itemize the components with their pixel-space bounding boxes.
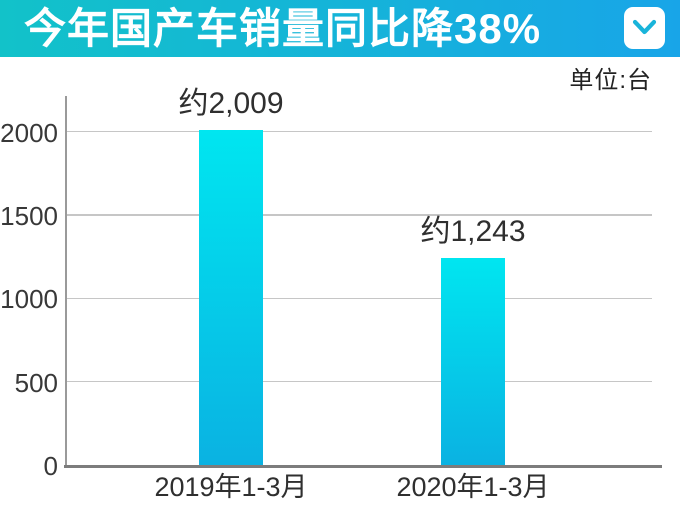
x-category-label-2020: 2020年1-3月	[396, 472, 550, 502]
bar-value-label-2020: 约1,243	[420, 215, 526, 248]
gridline-500	[67, 380, 652, 383]
y-tick-label-500: 500	[14, 367, 58, 398]
y-tick-label-1000: 1000	[0, 284, 58, 315]
collapse-button[interactable]	[624, 7, 665, 49]
y-tick-label-0: 0	[43, 451, 58, 481]
bar-2019	[199, 130, 263, 465]
y-tick-label-1500: 1500	[0, 200, 58, 231]
bar-value-label-2019: 约2,009	[178, 87, 284, 120]
x-axis-line	[64, 465, 662, 468]
page-title: 今年国产车销量同比降38%	[24, 5, 542, 52]
bar-2020	[441, 258, 505, 465]
x-category-label-2019: 2019年1-3月	[154, 472, 308, 502]
y-tick-label-2000: 2000	[0, 117, 58, 148]
gridline-1000	[67, 297, 652, 300]
gridline-1500	[67, 214, 652, 216]
y-axis-line	[65, 96, 67, 467]
title-bar: 今年国产车销量同比降38%	[0, 0, 680, 57]
gridline-2000	[67, 130, 652, 133]
unit-label: 单位:台	[569, 67, 652, 94]
chevron-down-icon	[632, 19, 657, 35]
